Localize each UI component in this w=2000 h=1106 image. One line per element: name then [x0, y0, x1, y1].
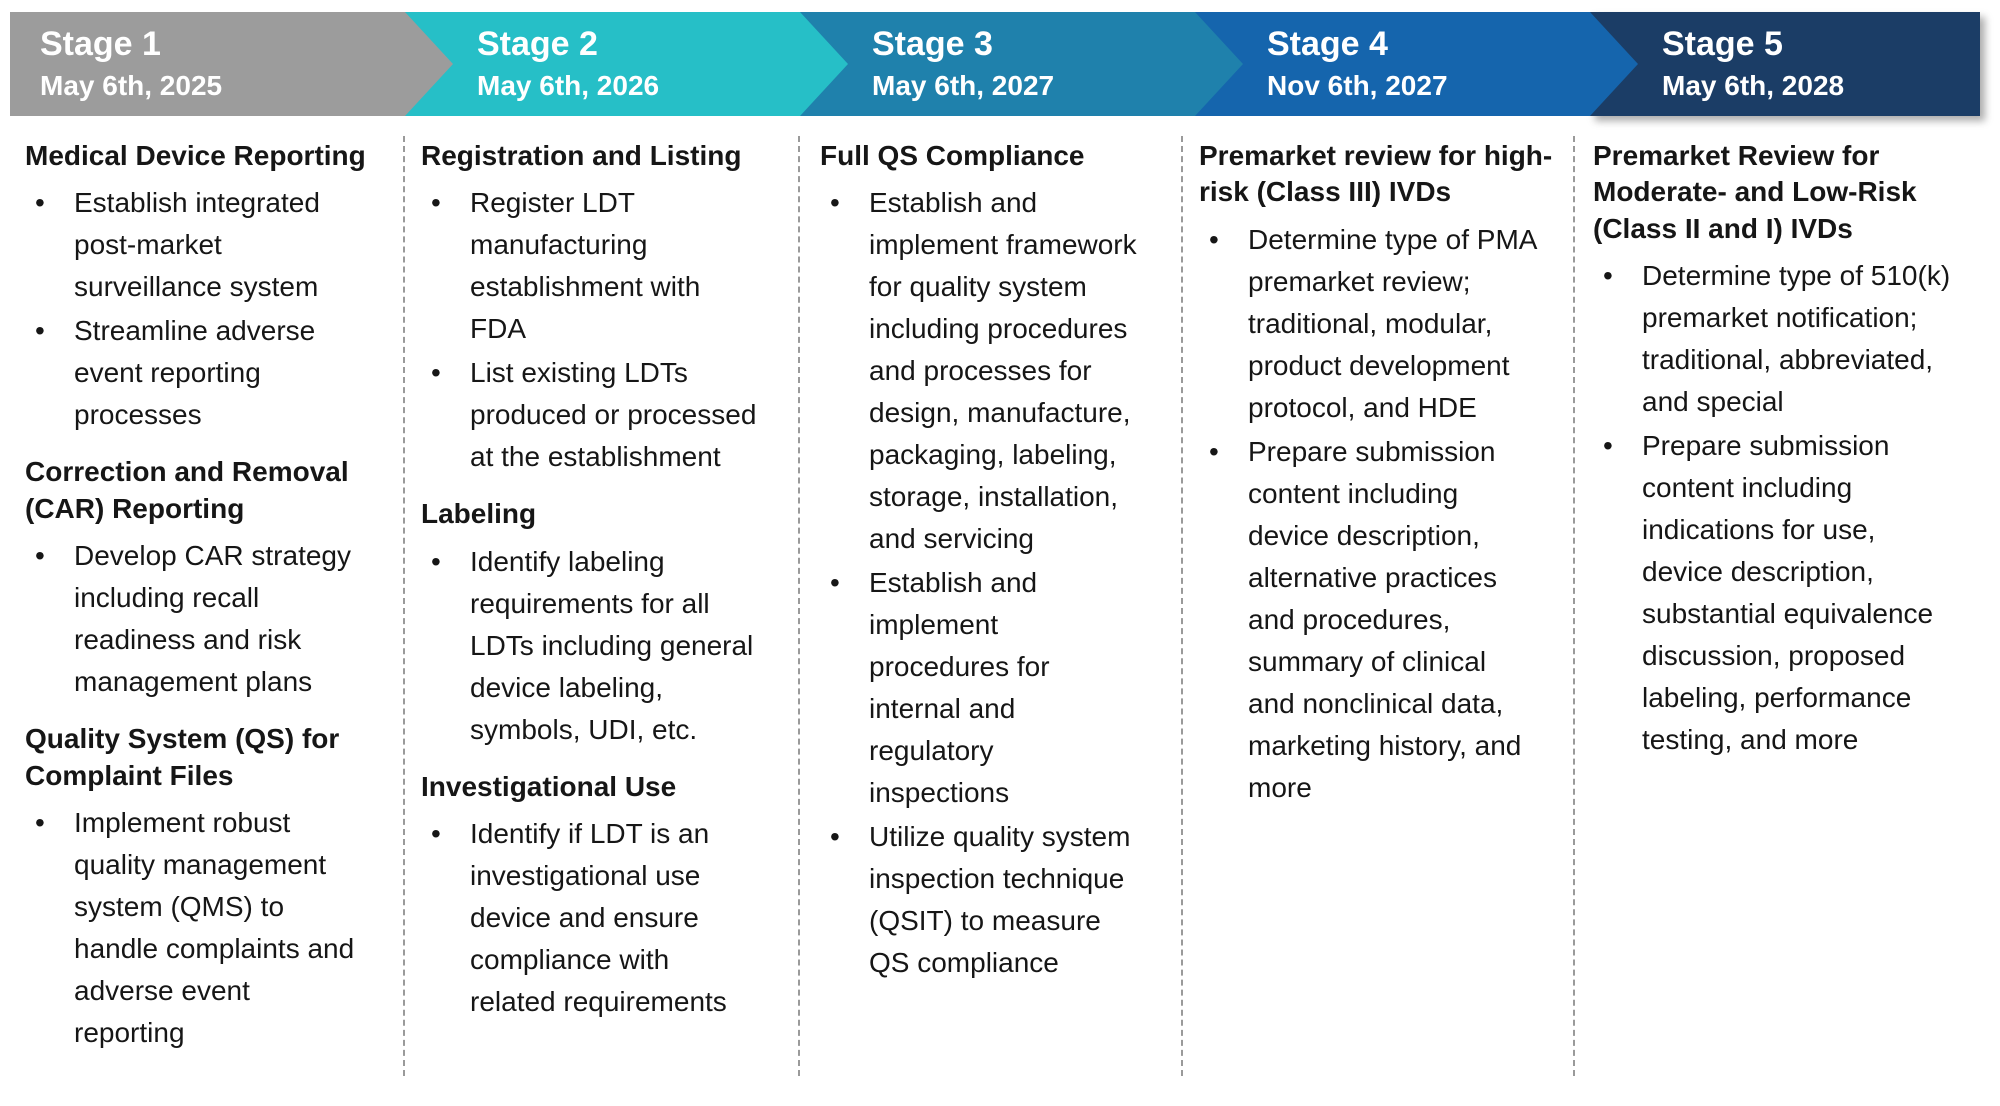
- bullet-item: Determine type of 510(k) premarket notif…: [1593, 255, 1954, 423]
- section-qs-complaint-files: Quality System (QS) for Complaint Files …: [25, 721, 397, 1054]
- stage-3-column: Full QS Compliance Establish and impleme…: [800, 136, 1183, 1076]
- section-heading: Premarket review for high-risk (Class II…: [1199, 140, 1553, 208]
- section-heading: Correction and Removal (CAR) Reporting: [25, 456, 349, 524]
- section-heading: Investigational Use: [421, 770, 677, 802]
- bullet-item: Determine type of PMA premarket review; …: [1199, 219, 1536, 429]
- bullet-item: Establish integrated post-market surveil…: [25, 182, 356, 308]
- section-heading: Premarket Review for Moderate- and Low-R…: [1593, 140, 1917, 244]
- stage-3-label: Stage 3: [872, 24, 993, 63]
- stage-2-column: Registration and Listing Register LDT ma…: [405, 136, 800, 1076]
- section-heading: Registration and Listing: [421, 140, 742, 171]
- stage-4-column: Premarket review for high-risk (Class II…: [1183, 136, 1575, 1076]
- stage-2-date: May 6th, 2026: [477, 70, 660, 102]
- stage-1-date: May 6th, 2025: [40, 70, 223, 102]
- bullet-list: Determine type of 510(k) premarket notif…: [1593, 255, 1990, 761]
- bullet-item: Establish and implement framework for qu…: [820, 182, 1141, 560]
- section-car-reporting: Correction and Removal (CAR) Reporting D…: [25, 454, 397, 703]
- bullet-item: Prepare submission content including dev…: [1199, 431, 1536, 809]
- section-heading: Medical Device Reporting: [25, 140, 366, 171]
- section-premarket-review-moderate-low-risk: Premarket Review for Moderate- and Low-R…: [1593, 138, 1990, 761]
- stage-4-date: Nov 6th, 2027: [1267, 70, 1448, 102]
- stage-3-arrow: Stage 3 May 6th, 2027: [800, 12, 1243, 116]
- section-heading: Quality System (QS) for Complaint Files: [25, 723, 340, 791]
- bullet-item: Register LDT manufacturing establishment…: [421, 182, 762, 350]
- stage-2-label: Stage 2: [477, 24, 598, 63]
- bullet-list: Establish and implement framework for qu…: [820, 182, 1175, 984]
- stage-5-date: May 6th, 2028: [1662, 70, 1845, 102]
- stage-5-column: Premarket Review for Moderate- and Low-R…: [1575, 136, 2000, 1076]
- section-labeling: Labeling Identify labeling requirements …: [421, 496, 792, 750]
- bullet-list: Identify labeling requirements for all L…: [421, 541, 792, 751]
- bullet-list: Implement robust quality management syst…: [25, 802, 397, 1054]
- bullet-item: List existing LDTs produced or processed…: [421, 352, 762, 478]
- bullet-item: Identify if LDT is an investigational us…: [421, 813, 762, 1023]
- bullet-item: Identify labeling requirements for all L…: [421, 541, 762, 751]
- bullet-item: Prepare submission content including ind…: [1593, 425, 1954, 761]
- stage-2-arrow: Stage 2 May 6th, 2026: [405, 12, 848, 116]
- bullet-item: Establish and implement procedures for i…: [820, 562, 1141, 814]
- bullet-list: Establish integrated post-market surveil…: [25, 182, 397, 436]
- bullet-list: Register LDT manufacturing establishment…: [421, 182, 792, 478]
- stage-5-label: Stage 5: [1662, 24, 1783, 63]
- timeline-ribbon: Stage 1 May 6th, 2025 Stage 2 May 6th, 2…: [10, 12, 1980, 116]
- bullet-list: Determine type of PMA premarket review; …: [1199, 219, 1567, 809]
- bullet-item: Develop CAR strategy including recall re…: [25, 535, 356, 703]
- stage-4-arrow: Stage 4 Nov 6th, 2027: [1195, 12, 1638, 116]
- section-heading: Full QS Compliance: [820, 140, 1085, 171]
- section-premarket-review-high-risk: Premarket review for high-risk (Class II…: [1199, 138, 1567, 809]
- stage-columns-area: Medical Device Reporting Establish integ…: [0, 136, 2000, 1076]
- section-medical-device-reporting: Medical Device Reporting Establish integ…: [25, 138, 397, 436]
- bullet-list: Develop CAR strategy including recall re…: [25, 535, 397, 703]
- bullet-list: Identify if LDT is an investigational us…: [421, 813, 792, 1023]
- bullet-item: Utilize quality system inspection techni…: [820, 816, 1141, 984]
- section-investigational-use: Investigational Use Identify if LDT is a…: [421, 769, 792, 1023]
- stage-1-arrow: Stage 1 May 6th, 2025: [10, 12, 453, 116]
- stage-4-label: Stage 4: [1267, 24, 1388, 63]
- section-heading: Labeling: [421, 498, 537, 530]
- stage-1-label: Stage 1: [40, 24, 161, 63]
- stage-1-column: Medical Device Reporting Establish integ…: [0, 136, 405, 1076]
- stage-3-date: May 6th, 2027: [872, 70, 1055, 102]
- bullet-item: Streamline adverse event reporting proce…: [25, 310, 356, 436]
- section-full-qs-compliance: Full QS Compliance Establish and impleme…: [820, 138, 1175, 984]
- stage-5-arrow: Stage 5 May 6th, 2028: [1590, 12, 1980, 116]
- section-registration-listing: Registration and Listing Register LDT ma…: [421, 138, 792, 478]
- bullet-item: Implement robust quality management syst…: [25, 802, 356, 1054]
